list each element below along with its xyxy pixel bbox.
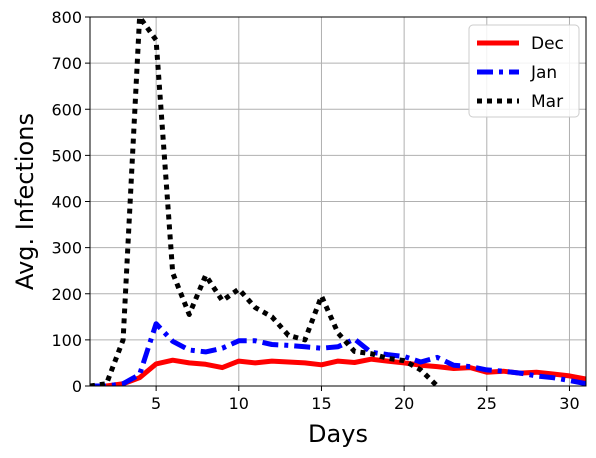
y-tick-label: 600 [51,100,82,119]
legend: Dec Jan Mar [468,24,580,118]
y-axis-ticks: 0 100 200 300 400 500 600 700 800 [51,8,90,396]
y-tick-label: 100 [51,331,82,350]
y-tick-label: 800 [51,8,82,27]
y-axis-label: Avg. Infections [11,113,39,290]
y-tick-label: 700 [51,54,82,73]
x-tick-label: 25 [477,394,497,413]
y-tick-label: 400 [51,193,82,212]
x-axis-label: Days [308,420,368,448]
y-tick-label: 0 [72,377,82,396]
x-tick-label: 10 [229,394,249,413]
series-line-mar [90,14,439,386]
series-line-jan [90,321,586,386]
x-tick-label: 15 [311,394,331,413]
legend-label-jan: Jan [530,63,557,83]
y-tick-label: 200 [51,285,82,304]
y-tick-label: 500 [51,146,82,165]
x-tick-label: 20 [394,394,414,413]
x-tick-label: 5 [151,394,161,413]
legend-label-mar: Mar [531,92,563,112]
series-line-dec [90,356,586,386]
legend-label-dec: Dec [531,34,564,54]
x-tick-label: 30 [559,394,579,413]
legend-box [468,24,580,118]
x-axis-ticks: 5 10 15 20 25 30 [151,386,580,413]
y-tick-label: 300 [51,239,82,258]
plot-series [90,14,586,386]
